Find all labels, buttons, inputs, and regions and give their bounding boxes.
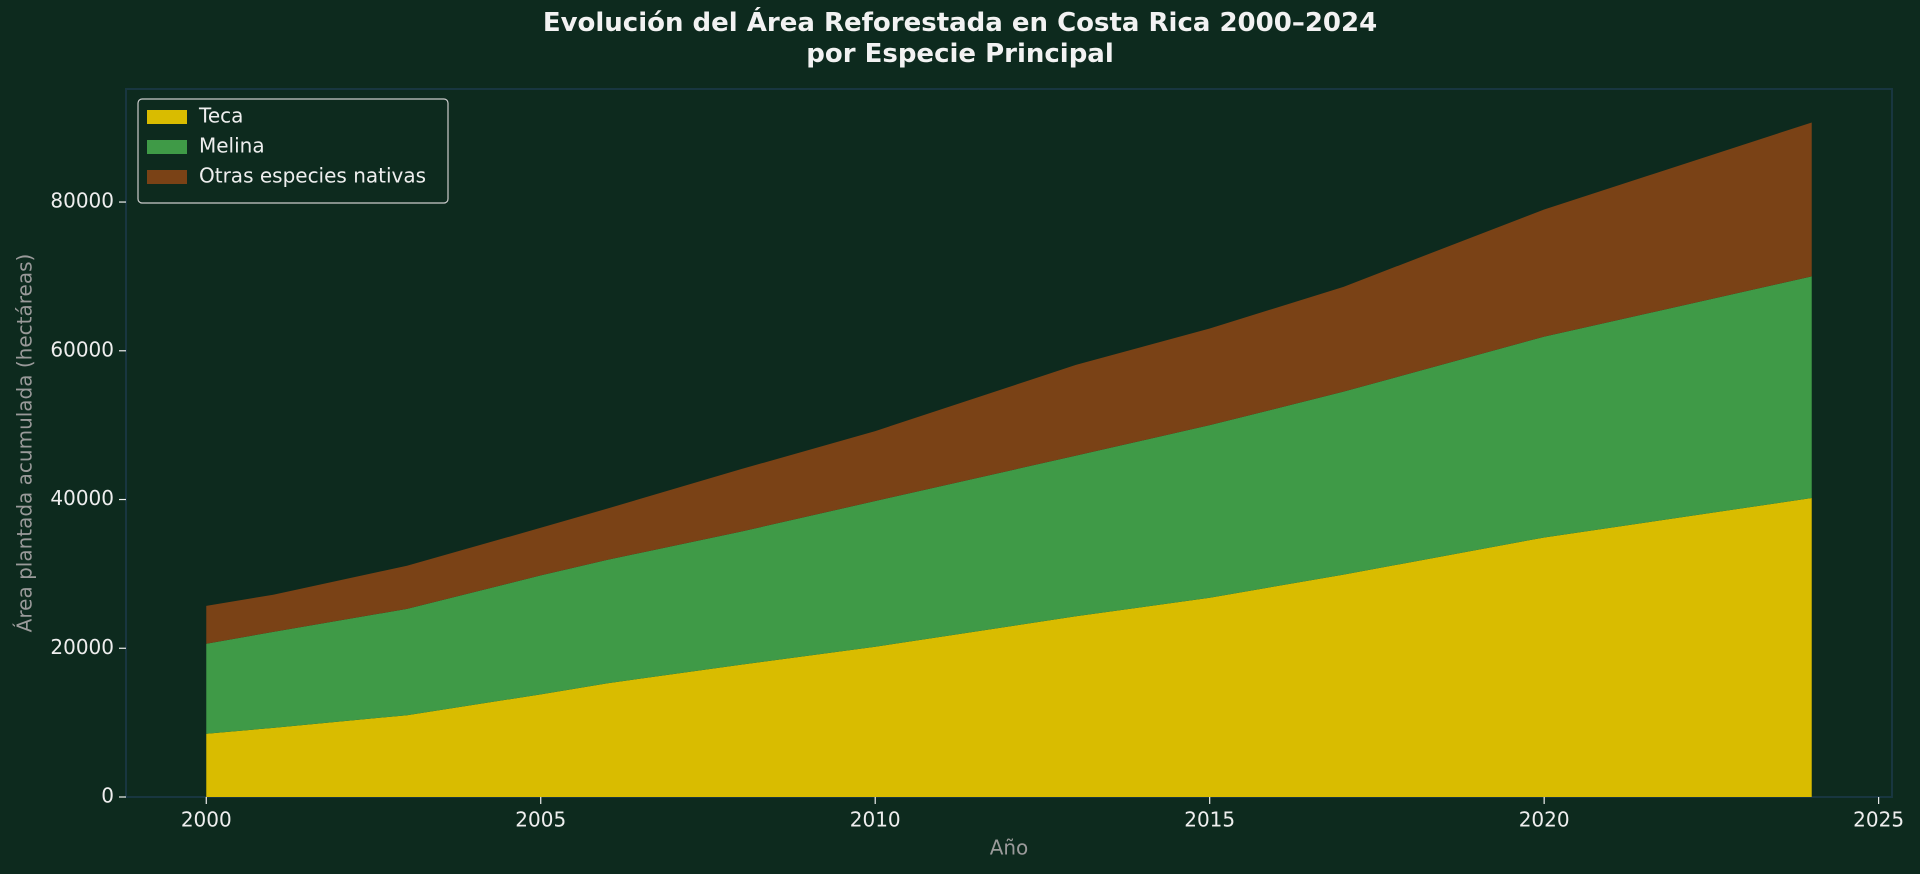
y-tick-label: 80000 bbox=[50, 189, 114, 213]
y-tick-label: 40000 bbox=[50, 486, 114, 510]
x-tick-label: 2020 bbox=[1519, 808, 1570, 832]
x-tick-label: 2025 bbox=[1853, 808, 1904, 832]
area bbox=[206, 122, 1812, 644]
y-tick-label: 0 bbox=[101, 784, 114, 808]
chart-title: Evolución del Área Reforestada en Costa … bbox=[542, 8, 1378, 69]
x-tick-label: 2005 bbox=[515, 808, 566, 832]
x-axis-label: Año bbox=[990, 836, 1029, 860]
area bbox=[206, 498, 1812, 797]
area bbox=[206, 276, 1812, 734]
y-axis-label: Área plantada acumulada (hectáreas) bbox=[13, 254, 37, 633]
y-tick-label: 20000 bbox=[50, 635, 114, 659]
legend-box bbox=[137, 98, 449, 204]
legend: Teca Melina Otras especies nativas bbox=[137, 98, 449, 204]
legend-label: Melina bbox=[199, 134, 265, 158]
legend-swatch bbox=[147, 170, 187, 184]
x-tick-label: 2010 bbox=[850, 808, 901, 832]
legend-swatch bbox=[147, 110, 187, 124]
x-tick-label: 2015 bbox=[1184, 808, 1235, 832]
legend-label: Teca bbox=[198, 104, 243, 128]
legend-label: Otras especies nativas bbox=[199, 164, 426, 188]
legend-swatch bbox=[147, 140, 187, 154]
y-tick-label: 60000 bbox=[50, 337, 114, 361]
x-tick-label: 2000 bbox=[181, 808, 232, 832]
